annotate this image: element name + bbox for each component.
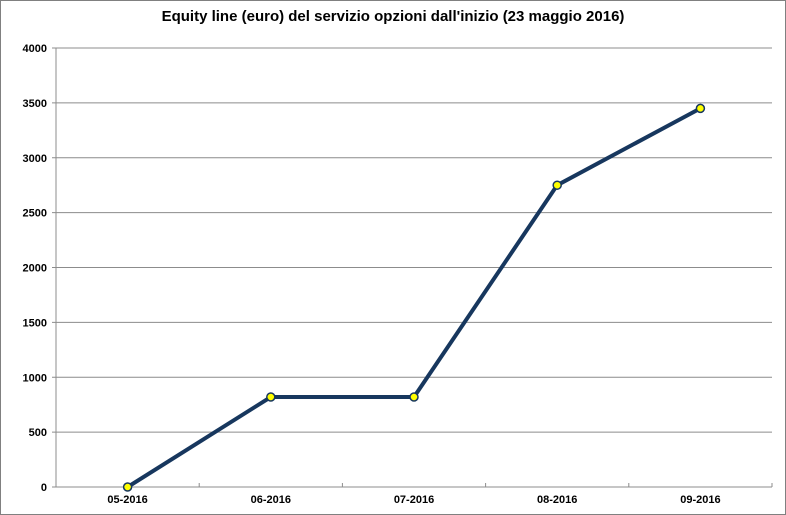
y-tick-label: 3000 [23,153,47,165]
data-point-marker [122,482,133,492]
equity-line [126,106,702,489]
y-tick-label: 2000 [23,263,47,275]
data-point-marker [409,392,419,402]
y-tick-label: 4000 [23,43,47,55]
y-tick-label: 0 [41,482,47,494]
y-tick-label: 2500 [23,208,47,220]
chart-title: Equity line (euro) del servizio opzioni … [161,8,625,25]
y-tick-label: 1500 [23,317,47,329]
data-point-marker [552,180,562,190]
y-tick-label: 500 [29,427,47,439]
x-tick-label: 05-2016 [107,494,147,506]
y-tick-label: 1000 [23,372,47,384]
x-tick-label: 06-2016 [251,494,291,506]
data-point-marker [266,392,276,402]
x-tick-label: 09-2016 [680,494,720,506]
x-tick-label: 07-2016 [394,494,434,506]
y-tick-label: 3500 [23,98,47,110]
data-point-marker [695,103,706,114]
x-tick-label: 08-2016 [537,494,577,506]
